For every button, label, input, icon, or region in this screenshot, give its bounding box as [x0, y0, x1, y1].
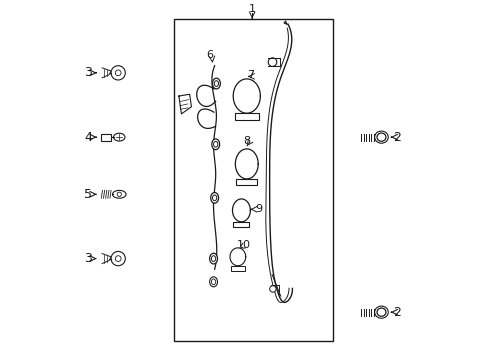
Polygon shape: [179, 94, 192, 114]
Ellipse shape: [212, 139, 220, 150]
Text: 3: 3: [84, 66, 92, 79]
Text: 2: 2: [393, 306, 401, 319]
Ellipse shape: [214, 81, 219, 86]
Circle shape: [111, 251, 125, 266]
Bar: [233, 222, 249, 227]
Text: 5: 5: [84, 188, 92, 201]
Polygon shape: [233, 79, 260, 113]
Bar: [100, 134, 111, 141]
Polygon shape: [102, 253, 111, 264]
Text: 4: 4: [84, 131, 92, 144]
Ellipse shape: [210, 277, 218, 287]
Ellipse shape: [213, 78, 220, 89]
Text: 1: 1: [248, 4, 256, 14]
Circle shape: [115, 70, 121, 76]
Bar: [231, 266, 245, 271]
Circle shape: [115, 256, 121, 261]
Bar: [173, 19, 333, 341]
Text: 7: 7: [247, 69, 254, 80]
Ellipse shape: [114, 133, 125, 141]
Text: 10: 10: [237, 240, 251, 250]
Text: 8: 8: [243, 136, 250, 147]
Ellipse shape: [211, 193, 219, 203]
Ellipse shape: [377, 308, 386, 316]
Text: 9: 9: [256, 204, 263, 214]
Polygon shape: [232, 199, 250, 222]
Circle shape: [117, 192, 122, 197]
Ellipse shape: [213, 195, 217, 201]
Ellipse shape: [211, 256, 216, 261]
Polygon shape: [235, 149, 258, 179]
Text: 2: 2: [393, 131, 401, 144]
Ellipse shape: [214, 141, 218, 147]
Polygon shape: [102, 68, 111, 78]
Bar: [237, 179, 257, 185]
Polygon shape: [230, 248, 245, 266]
Text: 3: 3: [84, 252, 92, 265]
Ellipse shape: [211, 279, 216, 285]
Text: 6: 6: [206, 50, 213, 60]
Circle shape: [111, 66, 125, 80]
Ellipse shape: [210, 253, 218, 264]
Ellipse shape: [113, 190, 126, 198]
Circle shape: [268, 58, 277, 66]
Ellipse shape: [377, 133, 386, 141]
Bar: [235, 113, 259, 120]
Circle shape: [270, 286, 276, 292]
